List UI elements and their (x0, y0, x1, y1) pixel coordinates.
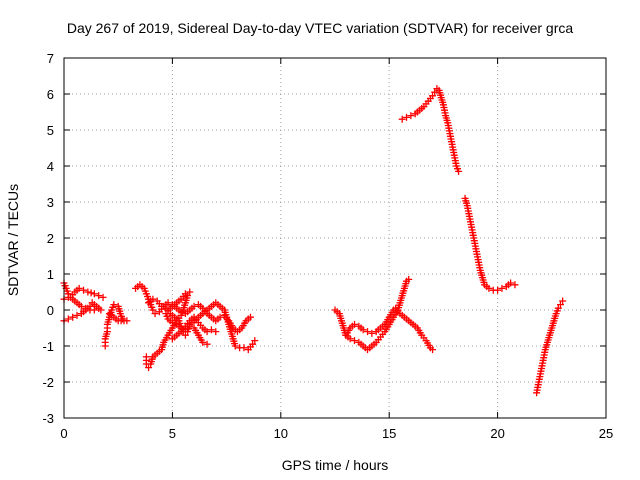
series-seg13 (533, 297, 567, 397)
data-point (346, 335, 354, 343)
data-point (351, 320, 359, 328)
chart-title: Day 267 of 2019, Sidereal Day-to-day VTE… (66, 20, 574, 36)
data-point (199, 338, 207, 346)
data-point (554, 304, 562, 312)
data-point (398, 115, 406, 123)
data-points (60, 85, 567, 397)
data-point (511, 281, 519, 289)
y-tick-label: -1 (42, 339, 54, 354)
data-point (231, 342, 239, 350)
data-point (186, 322, 194, 330)
data-point (168, 319, 176, 327)
series-seg4 (101, 301, 131, 350)
data-point (87, 289, 95, 297)
y-tick-label: 0 (47, 303, 54, 318)
data-point (145, 364, 153, 372)
series-seg7 (168, 299, 259, 354)
data-point (64, 293, 72, 301)
data-point (75, 284, 83, 292)
data-point (246, 313, 254, 321)
data-point (181, 331, 189, 339)
data-point (405, 275, 413, 283)
data-point (207, 326, 215, 334)
x-tick-label: 0 (60, 426, 67, 441)
data-point (149, 295, 157, 303)
data-point (158, 302, 166, 310)
x-axis-label: GPS time / hours (281, 457, 389, 473)
data-point (359, 326, 367, 334)
data-point (149, 306, 157, 314)
x-tick-label: 10 (274, 426, 288, 441)
y-tick-label: -3 (42, 411, 54, 426)
data-point (73, 311, 81, 319)
y-tick-label: 2 (47, 231, 54, 246)
series-seg10 (342, 304, 437, 354)
data-point (429, 346, 437, 354)
axis-ticks: 0 5 10 15 20 25 -3 -2 -1 0 1 2 3 4 5 6 7 (42, 51, 613, 441)
data-point (84, 288, 92, 296)
data-point (455, 167, 463, 175)
data-point (203, 340, 211, 348)
data-point (249, 340, 257, 348)
y-tick-label: 6 (47, 87, 54, 102)
series-seg12 (461, 194, 519, 294)
data-point (368, 329, 376, 337)
data-point (95, 292, 103, 300)
data-point (216, 313, 224, 321)
grid-lines (64, 58, 606, 418)
series-seg3 (60, 299, 105, 325)
data-point (90, 290, 98, 298)
data-point (212, 328, 220, 336)
data-point (403, 113, 411, 121)
series-seg5 (132, 281, 254, 336)
x-tick-label: 20 (490, 426, 504, 441)
x-tick-label: 5 (169, 426, 176, 441)
data-point (151, 310, 159, 318)
data-point (80, 286, 88, 294)
data-point (364, 328, 372, 336)
data-point (186, 288, 194, 296)
plot-frame (63, 57, 607, 419)
data-point (110, 301, 118, 309)
data-point (77, 302, 85, 310)
series-seg11 (398, 85, 463, 175)
data-point (106, 310, 114, 318)
data-point (64, 315, 72, 323)
data-point (485, 284, 493, 292)
data-point (498, 284, 506, 292)
y-tick-label: 5 (47, 123, 54, 138)
series-seg1 (60, 279, 107, 301)
data-point (240, 344, 248, 352)
x-tick-label: 15 (382, 426, 396, 441)
y-tick-label: 7 (47, 51, 54, 66)
y-tick-label: 4 (47, 159, 54, 174)
data-point (69, 313, 77, 321)
data-point (86, 302, 94, 310)
y-tick-label: 1 (47, 267, 54, 282)
data-point (507, 279, 515, 287)
data-point (203, 328, 211, 336)
x-tick-label: 25 (599, 426, 613, 441)
data-point (97, 306, 105, 314)
data-point (164, 299, 172, 307)
data-point (351, 337, 359, 345)
data-point (99, 293, 107, 301)
data-point (429, 92, 437, 100)
data-point (251, 337, 259, 345)
y-tick-label: -2 (42, 375, 54, 390)
data-point (407, 112, 415, 120)
data-point (494, 286, 502, 294)
data-point (556, 301, 564, 309)
y-tick-label: 3 (47, 195, 54, 210)
data-point (190, 302, 198, 310)
data-point (559, 297, 567, 305)
series-seg8 (145, 295, 211, 348)
